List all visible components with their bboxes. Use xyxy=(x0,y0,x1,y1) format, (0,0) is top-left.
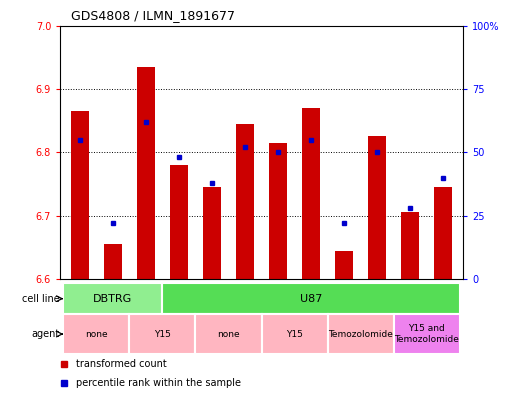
Bar xyxy=(203,187,221,279)
Bar xyxy=(163,283,460,314)
Bar xyxy=(196,314,262,354)
Text: none: none xyxy=(85,330,108,338)
Text: U87: U87 xyxy=(300,294,322,304)
Text: Y15: Y15 xyxy=(154,330,171,338)
Text: cell line: cell line xyxy=(22,294,60,304)
Bar xyxy=(63,283,163,314)
Text: GDS4808 / ILMN_1891677: GDS4808 / ILMN_1891677 xyxy=(71,9,235,22)
Text: Y15 and
Temozolomide: Y15 and Temozolomide xyxy=(394,324,459,344)
Bar xyxy=(71,111,89,279)
Bar xyxy=(262,314,327,354)
Text: Temozolomide: Temozolomide xyxy=(328,330,393,338)
Bar xyxy=(63,314,130,354)
Bar xyxy=(104,244,122,279)
Bar xyxy=(137,67,155,279)
Bar xyxy=(434,187,452,279)
Text: DBTRG: DBTRG xyxy=(93,294,133,304)
Bar xyxy=(269,143,287,279)
Bar xyxy=(327,314,393,354)
Bar xyxy=(368,136,386,279)
Text: agent: agent xyxy=(31,329,60,339)
Bar xyxy=(302,108,320,279)
Bar xyxy=(393,314,460,354)
Bar xyxy=(236,124,254,279)
Bar xyxy=(130,314,196,354)
Text: Y15: Y15 xyxy=(286,330,303,338)
Text: none: none xyxy=(217,330,240,338)
Bar xyxy=(170,165,188,279)
Text: percentile rank within the sample: percentile rank within the sample xyxy=(76,378,241,388)
Bar xyxy=(335,250,353,279)
Bar xyxy=(401,213,419,279)
Text: transformed count: transformed count xyxy=(76,358,167,369)
